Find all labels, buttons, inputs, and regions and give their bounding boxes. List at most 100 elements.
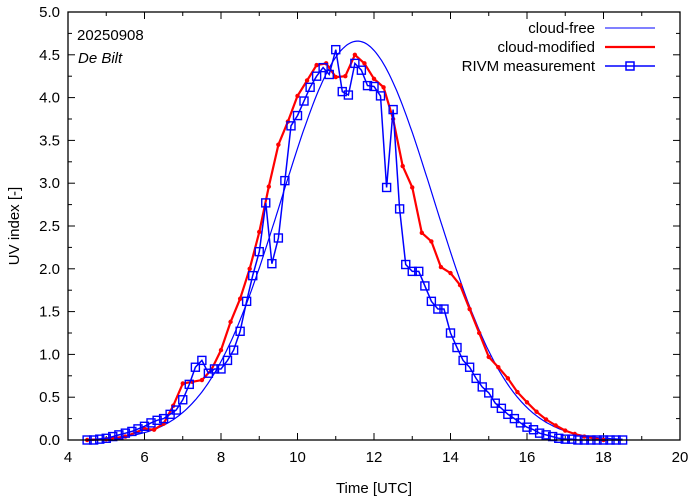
measurement-point [120, 428, 131, 438]
measurement-point [477, 382, 487, 392]
x-axis-title: Time [UTC] [336, 480, 412, 497]
cloud-modified-point [381, 85, 386, 90]
cloud-modified-point [429, 239, 434, 244]
measurement-point [414, 266, 424, 277]
x-tick-label: 12 [366, 449, 383, 466]
measurement-point [554, 433, 564, 443]
cloud-modified-point [295, 93, 300, 99]
y-axis-title: UV index [-] [6, 187, 23, 265]
legend-label-measurement: RIVM measurement [462, 58, 596, 75]
measurement-point [343, 90, 354, 100]
cloud-modified-point [151, 427, 157, 432]
x-tick-label: 20 [672, 449, 689, 466]
measurement-point [241, 296, 252, 307]
measurement-point [407, 266, 417, 277]
cloud-modified-point [400, 163, 405, 169]
cloud-modified-point [247, 266, 252, 271]
measurement-point [534, 428, 545, 438]
measurement-point [127, 426, 137, 437]
cloud-modified-point [343, 74, 348, 79]
measurement-point [496, 403, 507, 414]
measurement-point [324, 69, 334, 80]
cloud-modified-point [515, 389, 520, 395]
measurement-point [197, 355, 207, 366]
cloud-modified-point [486, 354, 491, 360]
measurement-point [560, 434, 570, 444]
cloud-modified-point [180, 381, 185, 386]
measurement-point [254, 246, 264, 257]
measurement-point [299, 96, 309, 106]
measurement-point [235, 326, 245, 336]
measurement-point [331, 44, 341, 55]
measurement-point [261, 198, 271, 208]
cloud-modified-point [257, 229, 262, 235]
y-tick-label: 2.5 [39, 218, 60, 235]
measurement-point [267, 258, 277, 269]
measurement-point [458, 355, 468, 366]
measurement-point [222, 355, 233, 366]
y-tick-label: 5.0 [39, 4, 60, 21]
measurement-point [95, 434, 105, 444]
measurement-point [216, 364, 226, 374]
cloud-modified-point [199, 377, 205, 383]
cloud-modified-point [218, 347, 224, 353]
y-tick-label: 0.0 [39, 432, 60, 449]
measurement-point [101, 433, 111, 443]
cloud-modified-point [448, 270, 453, 276]
measurement-point [452, 342, 462, 353]
series-line-cloud-modified [87, 53, 604, 442]
x-tick-label: 8 [217, 449, 225, 466]
y-tick-label: 1.0 [39, 346, 60, 363]
plot-area [68, 12, 680, 440]
x-axis-ticks: 4 6 8 10 12 14 16 18 20 [64, 12, 689, 466]
measurement-point [228, 345, 239, 355]
legend-square-marker [625, 61, 635, 71]
cloud-modified-point [496, 365, 501, 370]
measurement-point [318, 62, 328, 73]
series-layer [82, 40, 628, 445]
y-axis-ticks: 0.0 0.5 1.0 1.5 2.0 2.5 3.0 3.5 4.0 4.5 5.0 [39, 4, 680, 449]
y-tick-label: 3.5 [39, 132, 60, 149]
series-line-measurement [87, 49, 623, 441]
measurement-point [567, 434, 577, 444]
cloud-modified-point [419, 230, 425, 236]
measurement-point [184, 379, 194, 390]
x-tick-label: 14 [442, 449, 459, 466]
measurement-point [369, 81, 379, 92]
cloud-modified-point [352, 52, 358, 57]
x-tick-label: 4 [64, 449, 72, 466]
cloud-modified-point [371, 76, 377, 81]
measurement-point [286, 121, 296, 131]
series-line-cloud-free [87, 40, 623, 440]
measurement-point [305, 82, 315, 93]
measurement-point [114, 430, 124, 440]
measurement-point [350, 58, 360, 69]
cloud-modified-point [438, 264, 444, 270]
cloud-modified-point [543, 417, 549, 422]
station-annotation: De Bilt [78, 50, 123, 67]
x-tick-label: 18 [595, 449, 612, 466]
measurement-point [541, 430, 551, 440]
measurement-point [464, 362, 475, 372]
x-tick-label: 6 [140, 449, 148, 466]
date-annotation: 20250908 [77, 27, 144, 44]
measurement-point [152, 415, 162, 426]
measurement-point [522, 422, 532, 432]
x-tick-label: 10 [289, 449, 306, 466]
measurement-point [280, 175, 290, 186]
cloud-modified-point [228, 319, 233, 325]
measurement-point [401, 259, 411, 270]
measurement-point [133, 424, 143, 434]
measurement-point [420, 281, 430, 291]
cloud-modified-point [314, 62, 319, 68]
measurement-point [209, 364, 220, 374]
measurement-point [394, 204, 405, 214]
cloud-modified-point [237, 296, 243, 301]
y-tick-label: 1.5 [39, 304, 60, 321]
measurement-point [375, 91, 386, 101]
cloud-modified-point [553, 423, 558, 428]
cloud-modified-point [362, 61, 367, 66]
measurement-point [433, 304, 443, 314]
y-tick-label: 4.0 [39, 90, 60, 107]
